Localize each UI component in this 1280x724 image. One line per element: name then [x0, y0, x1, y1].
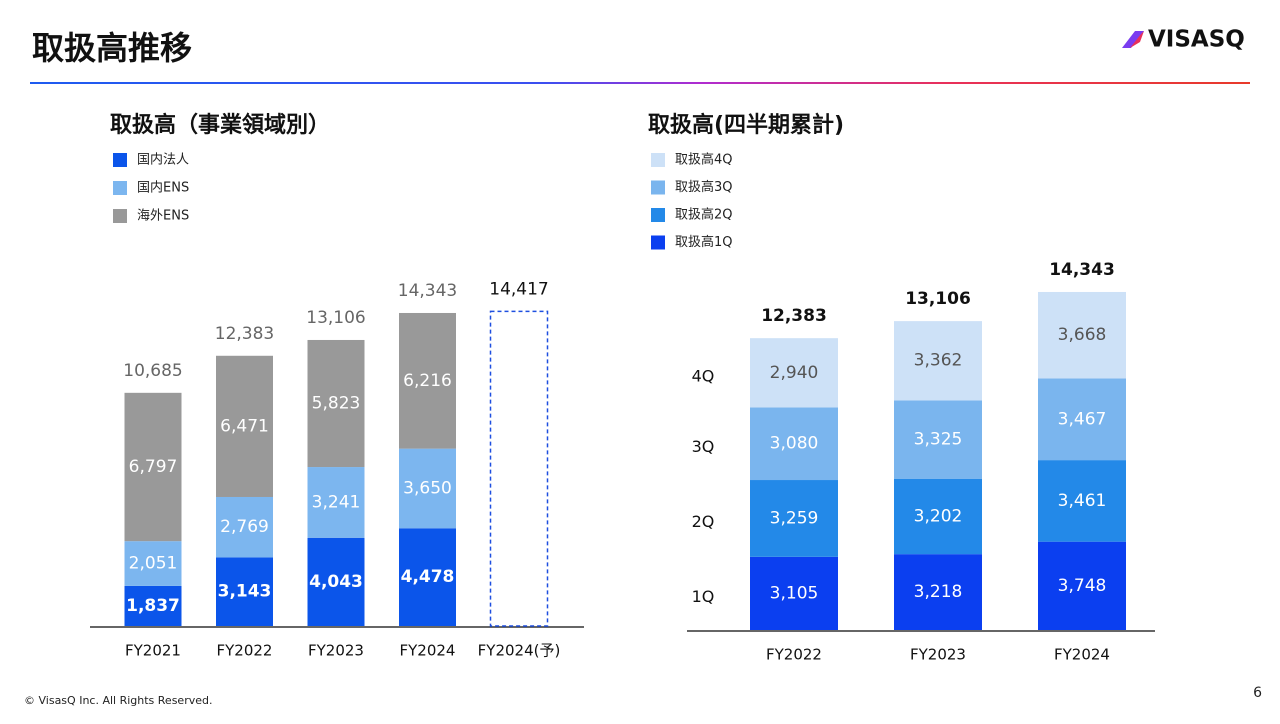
- total-label: 14,343: [1049, 260, 1115, 280]
- x-tick-label: FY2024(予): [478, 642, 561, 660]
- bar-segment: [124, 585, 182, 626]
- x-tick-label: FY2023: [910, 646, 966, 664]
- data-label: 4,043: [309, 572, 363, 592]
- data-label: 5,823: [312, 394, 361, 414]
- data-label: 2,769: [220, 517, 269, 537]
- bar-segment: [750, 480, 838, 557]
- data-label: 3,218: [914, 582, 963, 602]
- total-label: 13,106: [905, 289, 971, 309]
- legend-label: 取扱高2Q: [675, 207, 733, 223]
- bar-segment: [399, 528, 456, 626]
- bar-segment: [894, 400, 982, 479]
- legend-label: 国内法人: [137, 152, 189, 168]
- bar-segment: [1038, 378, 1126, 461]
- bar-segment: [750, 556, 838, 630]
- data-label: 3,241: [312, 492, 361, 512]
- bar-segment: [399, 448, 456, 529]
- data-label: 3,105: [770, 583, 819, 603]
- x-tick-label: FY2022: [217, 642, 273, 660]
- total-label: 12,383: [215, 324, 274, 344]
- bar-segment: [894, 321, 982, 401]
- data-label: 3,461: [1058, 491, 1107, 511]
- bar-segment: [894, 478, 982, 555]
- bar-segment: [307, 339, 365, 468]
- page-number: 6: [1253, 685, 1262, 701]
- legend-label: 海外ENS: [137, 209, 189, 224]
- x-tick-label: FY2022: [766, 646, 822, 664]
- data-label: 3,668: [1058, 325, 1107, 345]
- legend-swatch: [651, 153, 665, 167]
- logo-icon-accent: [1130, 31, 1144, 48]
- copyright: © VisasQ Inc. All Rights Reserved.: [24, 694, 212, 707]
- header-rule: [30, 82, 1250, 84]
- segment-label: 2Q: [692, 512, 715, 531]
- forecast-bar: [489, 310, 549, 627]
- total-label: 13,106: [306, 308, 365, 328]
- total-label: 12,383: [761, 306, 827, 326]
- legend-swatch: [113, 153, 127, 167]
- x-tick-label: FY2023: [308, 642, 364, 660]
- bar-segment: [1038, 541, 1126, 630]
- data-label: 3,650: [403, 478, 452, 498]
- total-label: 14,343: [398, 281, 457, 301]
- data-label: 3,467: [1058, 409, 1107, 429]
- total-label: 10,685: [123, 361, 182, 381]
- data-label: 3,143: [218, 582, 272, 602]
- bar-segment: [750, 338, 838, 408]
- bar-segment: [1038, 291, 1126, 379]
- data-label: 2,051: [129, 554, 178, 574]
- legend-label: 取扱高3Q: [675, 179, 733, 195]
- x-tick-label: FY2021: [125, 642, 181, 660]
- bar-segment: [750, 407, 838, 481]
- chart-title: 取扱高(四半期累計): [648, 112, 844, 138]
- data-label: 6,797: [129, 457, 178, 477]
- data-label: 1,837: [126, 596, 180, 616]
- data-label: 2,940: [770, 363, 819, 383]
- bar-segment: [124, 541, 182, 586]
- data-label: 6,471: [220, 416, 269, 436]
- data-label: 3,748: [1058, 576, 1107, 596]
- bar-segment: [307, 467, 365, 538]
- data-label: 3,202: [914, 506, 963, 526]
- legend-swatch: [651, 180, 665, 195]
- x-tick-label: FY2024: [1054, 646, 1110, 664]
- bar-segment: [1038, 460, 1126, 542]
- segment-label: 3Q: [692, 437, 715, 456]
- data-label: 3,362: [914, 351, 963, 371]
- data-label: 3,259: [770, 508, 819, 528]
- bar-segment: [307, 537, 365, 626]
- bar-segment: [216, 496, 273, 558]
- legend-swatch: [113, 181, 127, 195]
- logo-icon: [1122, 31, 1144, 48]
- total-label: 14,417: [489, 279, 548, 299]
- data-label: 4,478: [401, 567, 455, 587]
- slide-title: 取扱高推移: [32, 29, 192, 67]
- segment-label: 4Q: [692, 366, 715, 385]
- chart-title: 取扱高（事業領域別）: [110, 112, 330, 138]
- legend-label: 取扱高4Q: [675, 152, 733, 168]
- legend-swatch: [651, 235, 665, 250]
- bar-segment: [216, 355, 273, 497]
- data-label: 6,216: [403, 371, 452, 391]
- bar-segment: [894, 554, 982, 630]
- legend-label: 国内ENS: [137, 180, 189, 196]
- segment-label: 1Q: [692, 587, 715, 606]
- legend-swatch: [651, 208, 665, 222]
- bar-segment: [124, 392, 182, 542]
- bar-segment: [399, 312, 456, 449]
- x-tick-label: FY2024: [400, 642, 456, 660]
- logo: VISASQ: [1148, 27, 1245, 53]
- bar-segment: [216, 557, 273, 626]
- data-label: 3,325: [914, 430, 963, 450]
- legend-swatch: [113, 209, 127, 223]
- legend-label: 取扱高1Q: [675, 234, 733, 250]
- data-label: 3,080: [770, 434, 819, 454]
